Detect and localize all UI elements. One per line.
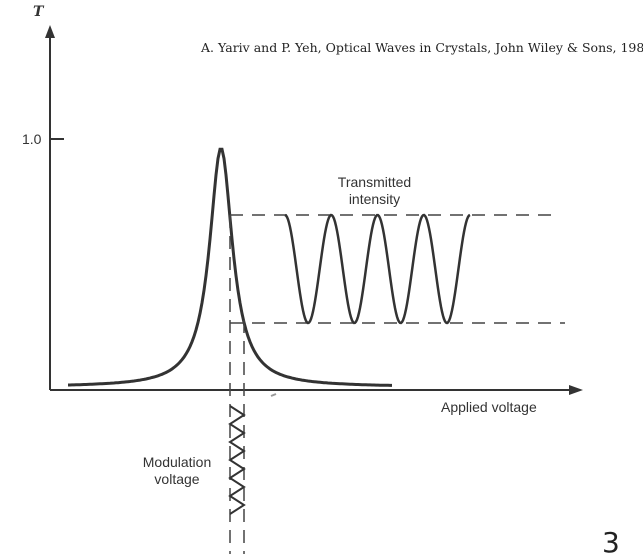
modulation-voltage-wave bbox=[228, 405, 246, 515]
y-tick-label: 1.0 bbox=[22, 131, 42, 147]
y-axis-arrowhead bbox=[45, 25, 55, 38]
modulation-voltage-label: Modulation voltage bbox=[122, 454, 232, 488]
y-axis-label: T bbox=[33, 4, 44, 20]
page-number: 3 bbox=[602, 526, 620, 559]
modulation-label-line2: voltage bbox=[154, 471, 200, 487]
transmitted-label-line1: Transmitted bbox=[337, 174, 412, 190]
modulation-label-line1: Modulation bbox=[142, 454, 212, 470]
axis-mark bbox=[270, 393, 277, 397]
transmitted-intensity-label: Transmitted intensity bbox=[317, 174, 432, 208]
transmitted-label-line2: intensity bbox=[348, 191, 401, 207]
x-axis-arrowhead bbox=[569, 385, 583, 395]
transmitted-intensity-wave bbox=[284, 213, 471, 325]
x-axis-label: Applied voltage bbox=[441, 399, 537, 415]
citation: A. Yariv and P. Yeh, Optical Waves in Cr… bbox=[201, 40, 643, 55]
